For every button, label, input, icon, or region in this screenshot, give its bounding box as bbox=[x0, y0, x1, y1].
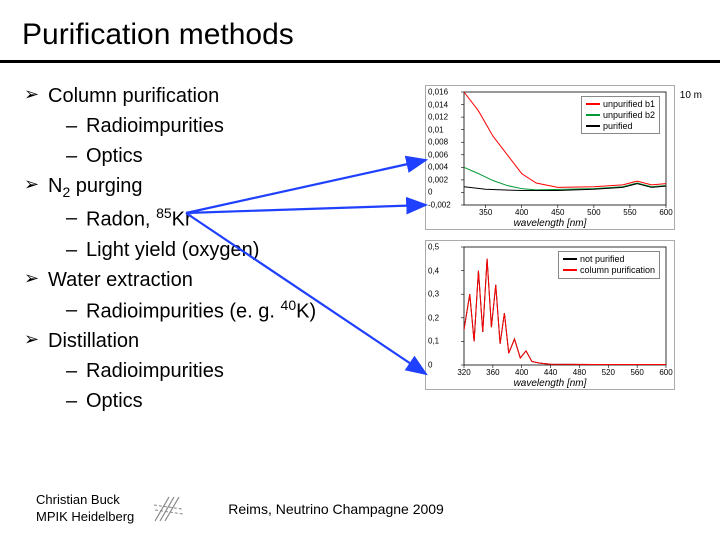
bullet-item: Water extractionRadioimpurities (e. g. 4… bbox=[24, 265, 425, 327]
legend-item: unpurified b2 bbox=[586, 110, 655, 121]
x-axis-label: wavelength [nm] bbox=[514, 378, 587, 389]
logo-icon bbox=[152, 495, 186, 523]
legend-item: unpurified b1 bbox=[586, 99, 655, 110]
footer-venue: Reims, Neutrino Champagne 2009 bbox=[228, 501, 444, 517]
bullet-list-region: Column purificationRadioimpuritiesOptics… bbox=[0, 81, 425, 416]
chart-absorbance-bottom: 32036040044048052056060000,10,20,30,40,5… bbox=[425, 240, 675, 390]
legend-item: not purified bbox=[563, 254, 655, 265]
chart-legend: unpurified b1unpurified b2purified bbox=[581, 96, 660, 134]
legend-swatch-icon bbox=[586, 103, 600, 105]
sub-bullet-item: Radioimpurities bbox=[66, 111, 425, 141]
legend-swatch-icon bbox=[586, 114, 600, 116]
legend-label: unpurified b1 bbox=[603, 99, 655, 110]
bullet-item: Column purificationRadioimpuritiesOptics bbox=[24, 81, 425, 171]
sub-bullet-item: Radioimpurities (e. g. 40K) bbox=[66, 295, 425, 327]
legend-label: column purification bbox=[580, 265, 655, 276]
legend-item: column purification bbox=[563, 265, 655, 276]
sub-bullet-item: Radioimpurities bbox=[66, 356, 425, 386]
sub-bullet-item: Light yield (oxygen) bbox=[66, 235, 425, 265]
chart-absorbance-top: 350400450500550600-0,00200,0020,0040,006… bbox=[425, 85, 675, 230]
legend-item: purified bbox=[586, 121, 655, 132]
charts-region: 350400450500550600-0,00200,0020,0040,006… bbox=[425, 81, 705, 416]
chart-side-label: 10 m bbox=[680, 90, 702, 101]
author-name: Christian Buck bbox=[36, 492, 134, 509]
sub-bullet-item: Optics bbox=[66, 386, 425, 416]
chart-legend: not purifiedcolumn purification bbox=[558, 251, 660, 279]
sub-bullet-item: Radon, 85Kr bbox=[66, 203, 425, 235]
bullet-item: N2 purgingRadon, 85KrLight yield (oxygen… bbox=[24, 171, 425, 265]
legend-label: unpurified b2 bbox=[603, 110, 655, 121]
page-title: Purification methods bbox=[22, 18, 720, 52]
legend-swatch-icon bbox=[563, 269, 577, 271]
footer-author: Christian Buck MPIK Heidelberg bbox=[0, 492, 134, 526]
bullet-item: DistillationRadioimpuritiesOptics bbox=[24, 326, 425, 416]
author-affiliation: MPIK Heidelberg bbox=[36, 509, 134, 526]
x-axis-label: wavelength [nm] bbox=[514, 218, 587, 229]
legend-label: not purified bbox=[580, 254, 625, 265]
legend-label: purified bbox=[603, 121, 633, 132]
sub-bullet-item: Optics bbox=[66, 141, 425, 171]
legend-swatch-icon bbox=[586, 125, 600, 127]
legend-swatch-icon bbox=[563, 258, 577, 260]
